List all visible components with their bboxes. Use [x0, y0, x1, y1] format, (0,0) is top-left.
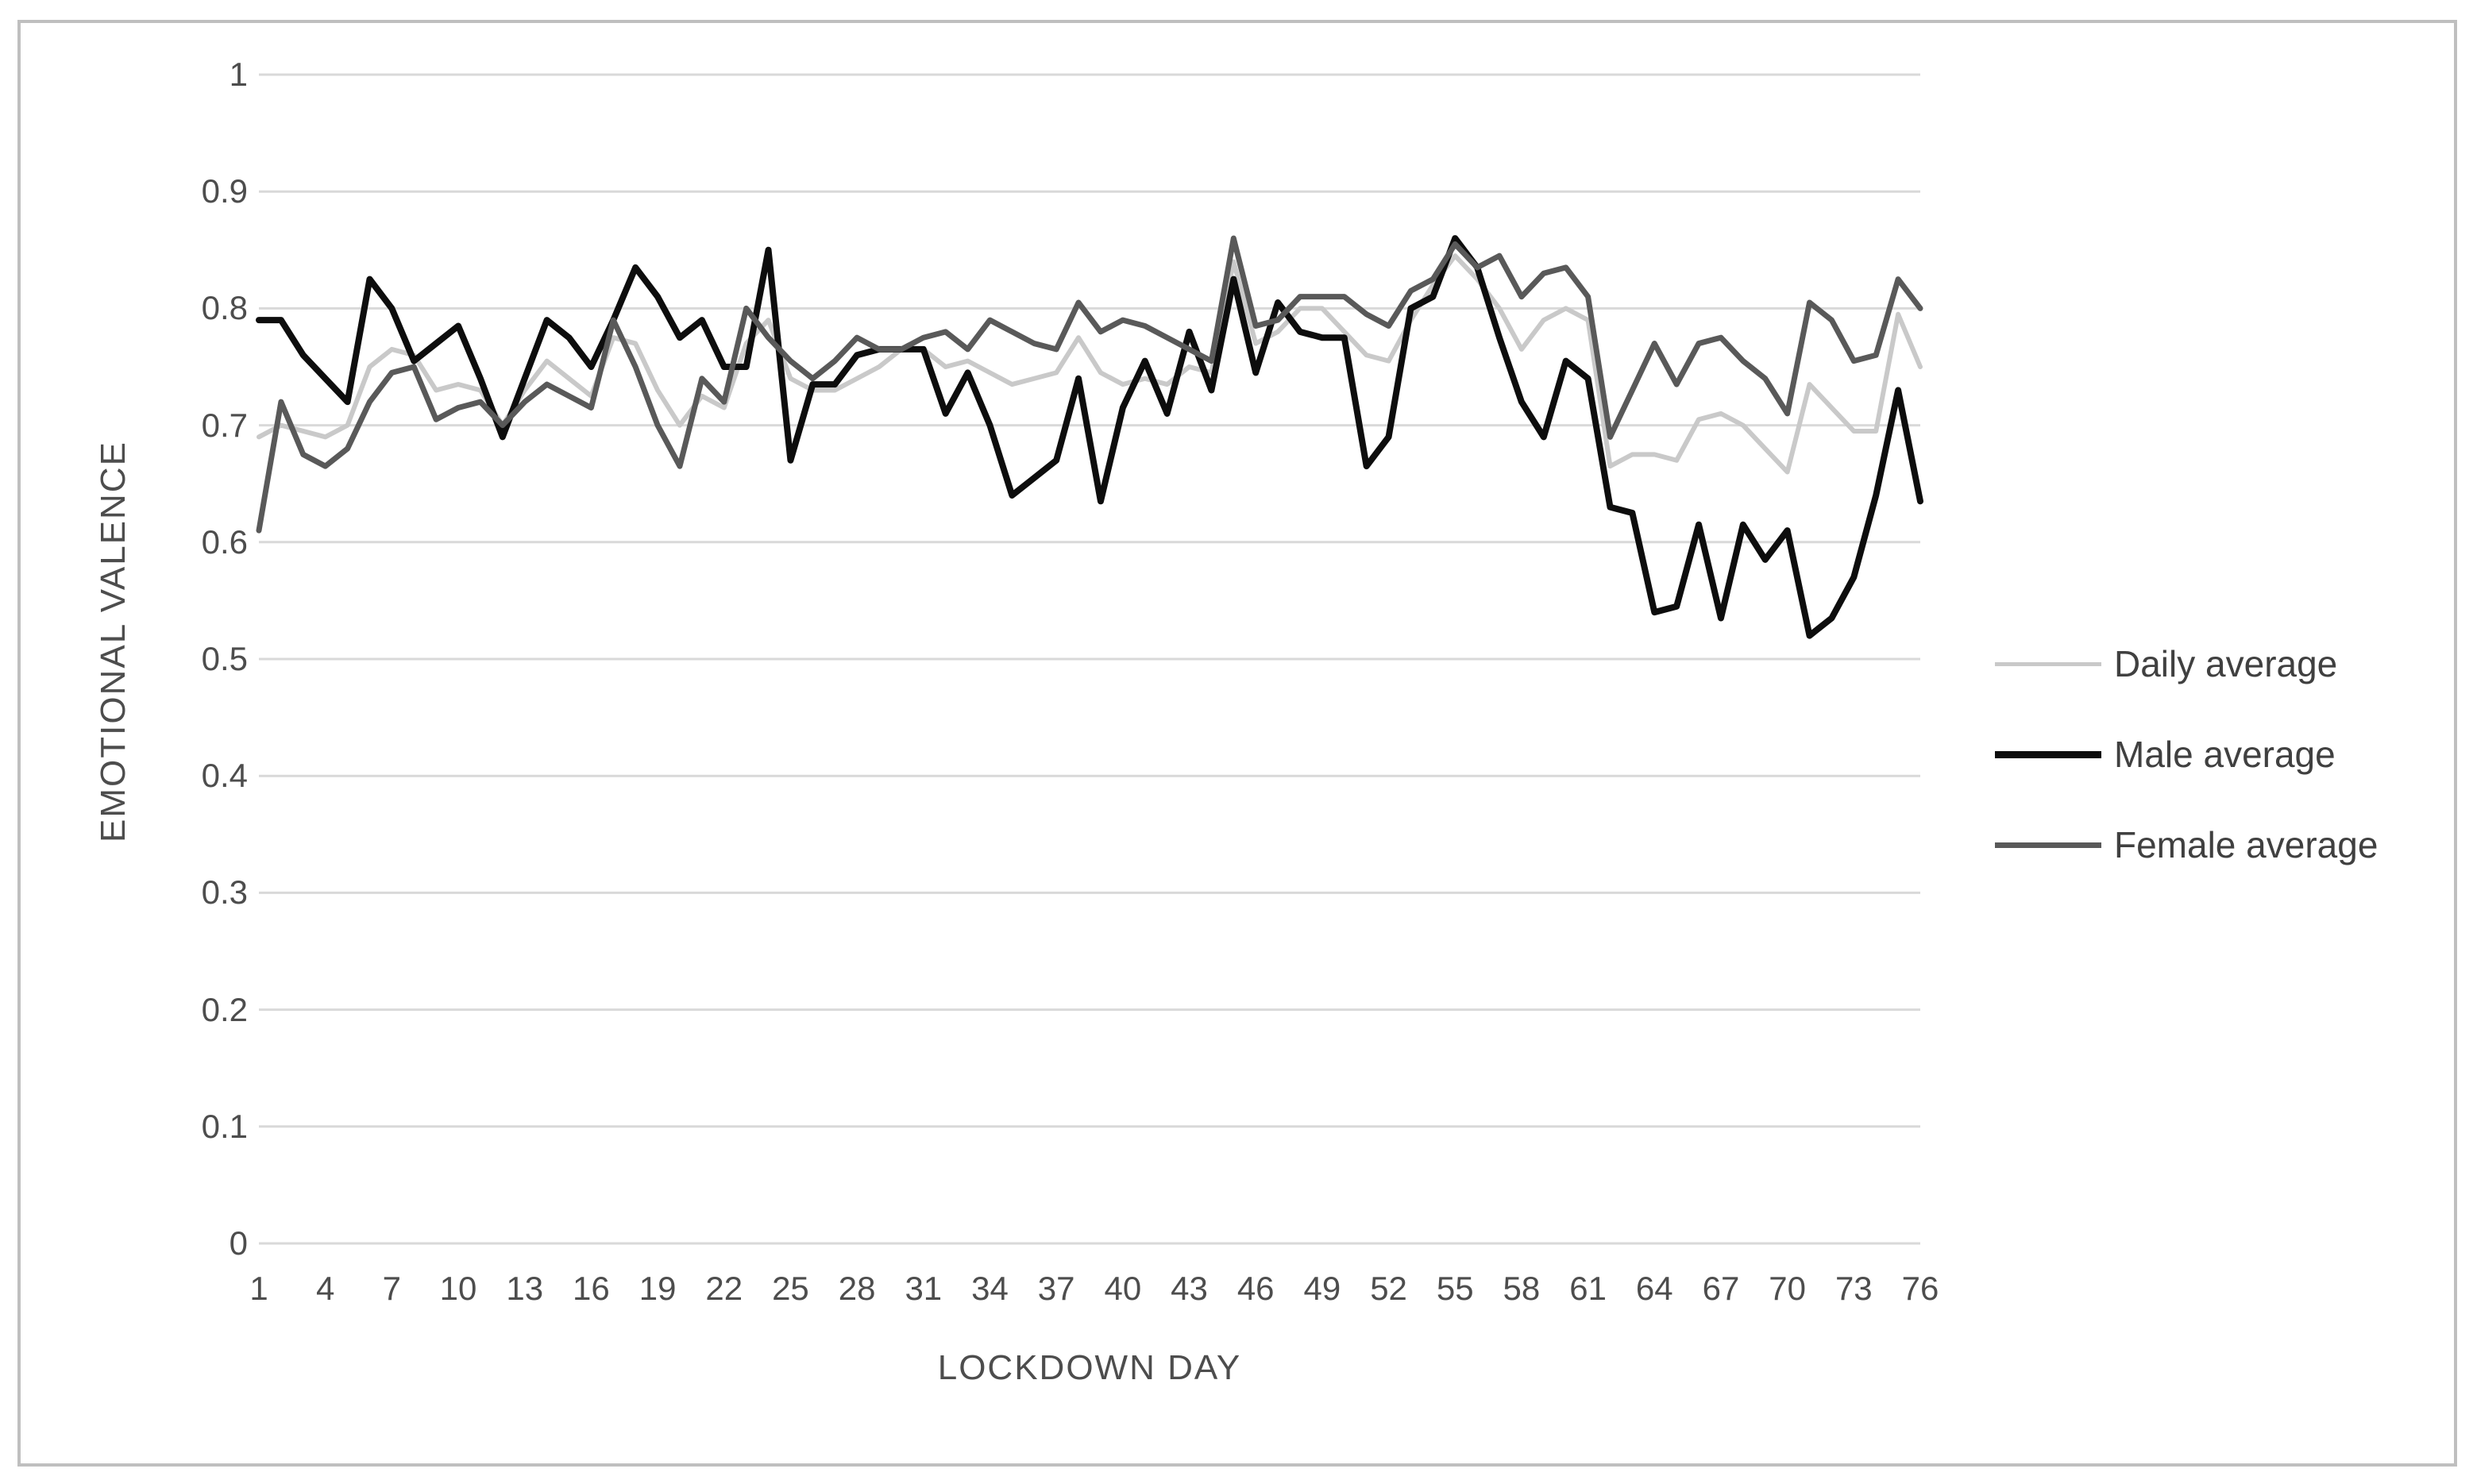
- legend-entry-male-average: Male average: [1995, 726, 2440, 783]
- y-tick-label: 0.8: [201, 289, 248, 327]
- y-tick-label: 0.7: [201, 406, 248, 444]
- x-tick-label: 28: [838, 1270, 876, 1307]
- x-tick-label: 34: [971, 1270, 1009, 1307]
- y-tick-label: 0.1: [201, 1107, 248, 1145]
- y-tick-label: 0.4: [201, 757, 248, 795]
- legend-line-swatch: [1995, 842, 2101, 848]
- x-tick-label: 1: [249, 1270, 268, 1307]
- x-tick-label: 49: [1303, 1270, 1341, 1307]
- x-tick-label: 76: [1901, 1270, 1939, 1307]
- x-tick-label: 64: [1635, 1270, 1673, 1307]
- series-line-female-average: [256, 235, 1923, 534]
- x-tick-label: 13: [506, 1270, 544, 1307]
- x-tick-label: 73: [1834, 1270, 1873, 1307]
- series-line-daily-average: [257, 253, 1923, 475]
- x-tick-label: 37: [1037, 1270, 1075, 1307]
- x-tick-label: 10: [439, 1270, 477, 1307]
- legend-label: Female average: [2114, 824, 2378, 865]
- legend: Daily average Male average Female average: [1995, 635, 2440, 907]
- x-tick-label: 22: [705, 1270, 743, 1307]
- x-tick-label: 25: [772, 1270, 809, 1307]
- x-axis-title: LOCKDOWN DAY: [937, 1348, 1242, 1387]
- legend-line-swatch: [1995, 750, 2101, 758]
- x-tick-label: 4: [315, 1270, 335, 1307]
- x-tick-label: 43: [1171, 1270, 1208, 1307]
- legend-line-swatch: [1995, 661, 2101, 666]
- x-tick-label: 61: [1569, 1270, 1607, 1307]
- y-tick-label: 0.5: [201, 640, 248, 677]
- legend-label: Male average: [2114, 734, 2336, 775]
- y-tick-label: 0: [229, 1224, 248, 1262]
- series-lines: [256, 235, 1923, 639]
- legend-entry-female-average: Female average: [1995, 816, 2440, 873]
- y-tick-label: 0.3: [201, 873, 248, 912]
- x-tick-label: 46: [1236, 1270, 1275, 1307]
- y-axis-title: EMOTIONAL VALENCE: [94, 441, 133, 842]
- y-tick-label: 0.9: [201, 172, 248, 210]
- legend-entry-daily-average: Daily average: [1995, 635, 2440, 692]
- x-tick-label: 40: [1104, 1270, 1142, 1307]
- x-tick-label: 67: [1702, 1270, 1740, 1307]
- x-tick-label: 70: [1769, 1270, 1806, 1307]
- x-tick-label: 55: [1436, 1270, 1474, 1307]
- y-tick-label: 1: [229, 56, 248, 93]
- series-line-male-average: [256, 235, 1923, 639]
- legend-label: Daily average: [2114, 643, 2338, 684]
- x-tick-label: 7: [382, 1270, 402, 1307]
- gridlines: [259, 73, 1920, 1245]
- x-tick-label: 19: [639, 1270, 677, 1307]
- y-tick-label: 0.6: [201, 522, 248, 561]
- x-tick-label: 31: [905, 1270, 943, 1307]
- y-tick-label: 0.2: [201, 990, 248, 1028]
- x-tick-label: 52: [1370, 1270, 1407, 1307]
- x-tick-label: 16: [573, 1270, 610, 1307]
- x-tick-label: 58: [1503, 1270, 1541, 1307]
